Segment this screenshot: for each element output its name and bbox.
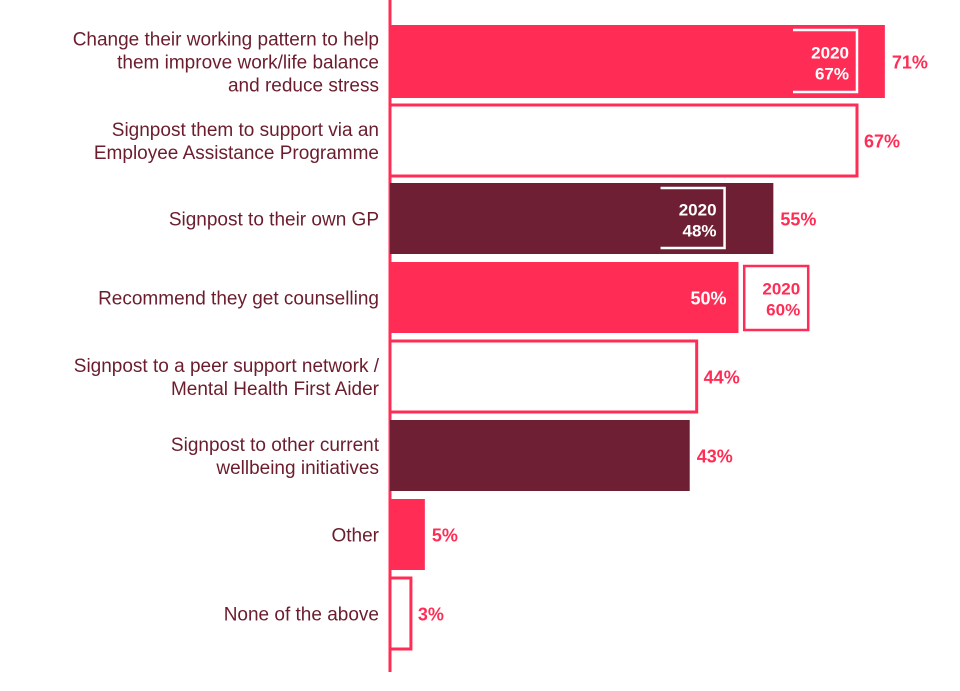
- category-label: them improve work/life balance: [117, 53, 379, 74]
- bar: [390, 420, 690, 491]
- comparison-year-label: 2020: [762, 280, 800, 299]
- category-label: Signpost to other current: [171, 435, 380, 456]
- bar: [388, 103, 859, 178]
- category-label: Signpost them to support via an: [112, 120, 379, 141]
- value-label: 50%: [690, 289, 726, 309]
- value-label: 67%: [864, 132, 900, 152]
- category-label: Employee Assistance Programme: [94, 143, 379, 164]
- category-label: Change their working pattern to help: [73, 30, 379, 51]
- bar: [390, 183, 774, 254]
- comparison-value-label: 48%: [683, 222, 717, 241]
- value-label: 5%: [432, 526, 458, 546]
- category-label: Recommend they get counselling: [98, 289, 379, 310]
- bar: [388, 576, 413, 651]
- value-label: 44%: [704, 368, 740, 388]
- value-label: 43%: [697, 447, 733, 467]
- category-label: wellbeing initiatives: [215, 458, 379, 479]
- comparison-value-label: 67%: [815, 65, 849, 84]
- category-label: Other: [331, 526, 379, 547]
- category-label: Signpost to a peer support network /: [74, 356, 380, 377]
- category-label: and reduce stress: [228, 76, 379, 97]
- value-label: 71%: [892, 53, 928, 73]
- value-label: 55%: [780, 210, 816, 230]
- category-label: Signpost to their own GP: [169, 210, 379, 231]
- comparison-2020-marker: [660, 186, 726, 250]
- comparison-2020-marker: [792, 28, 859, 94]
- comparison-2020-marker: [742, 264, 810, 332]
- category-label: Mental Health First Aider: [171, 379, 380, 400]
- comparison-value-label: 60%: [766, 301, 800, 320]
- bar: [388, 339, 699, 414]
- comparison-year-label: 2020: [679, 201, 717, 220]
- bar: [390, 262, 739, 333]
- value-label: 3%: [418, 605, 444, 625]
- comparison-year-label: 2020: [811, 44, 849, 63]
- category-label: None of the above: [224, 605, 379, 626]
- bar: [390, 25, 885, 98]
- bar: [390, 499, 425, 570]
